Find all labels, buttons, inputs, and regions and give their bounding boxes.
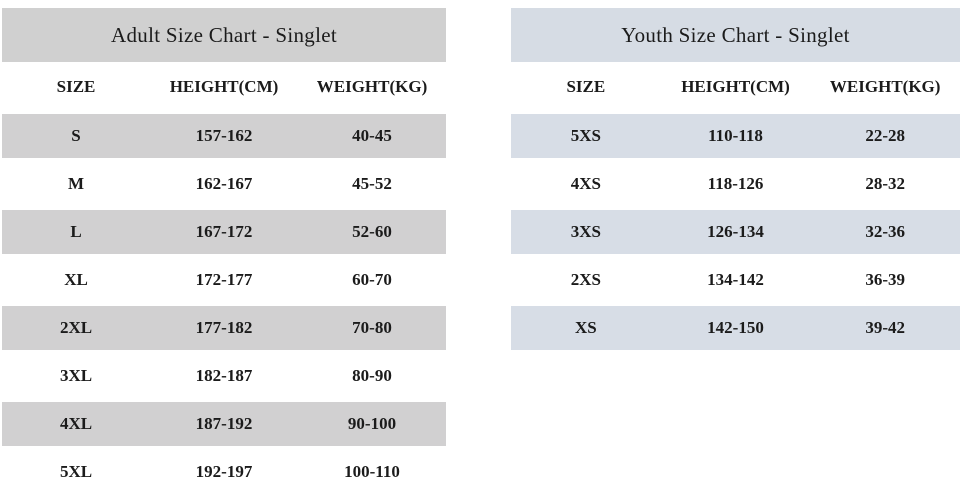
table-cell: 3XL bbox=[59, 366, 93, 385]
table-cell: 22-28 bbox=[865, 126, 906, 145]
table-row: L 167-172 52-60 bbox=[2, 208, 446, 256]
table-cell: 192-197 bbox=[195, 462, 253, 481]
youth-chart-column-header-row: SIZE HEIGHT(CM) WEIGHT(KG) bbox=[511, 62, 960, 112]
table-cell: 100-110 bbox=[344, 462, 400, 481]
table-cell: 118-126 bbox=[707, 174, 764, 193]
youth-size-chart-table: Youth Size Chart - Singlet SIZE HEIGHT(C… bbox=[511, 8, 960, 352]
table-cell: 162-167 bbox=[195, 174, 253, 193]
table-cell: 172-177 bbox=[195, 270, 253, 289]
table-cell: 142-150 bbox=[707, 318, 764, 337]
table-row: 3XL 182-187 80-90 bbox=[2, 352, 446, 400]
table-cell: 2XS bbox=[570, 270, 601, 289]
table-cell: 187-192 bbox=[195, 414, 253, 433]
table-cell: 3XS bbox=[570, 222, 601, 241]
column-header-weight: WEIGHT(KG) bbox=[316, 77, 428, 96]
table-cell: 28-32 bbox=[865, 174, 906, 193]
table-cell: 80-90 bbox=[352, 366, 392, 385]
table-cell: 32-36 bbox=[865, 222, 906, 241]
adult-chart-rows: S 157-162 40-45 M 162-167 45-52 L 167-172 52-60 X… bbox=[2, 112, 446, 496]
table-cell: 134-142 bbox=[707, 270, 764, 289]
table-cell: 126-134 bbox=[707, 222, 764, 241]
column-header-weight: WEIGHT(KG) bbox=[829, 77, 941, 96]
table-cell: 52-60 bbox=[352, 222, 392, 241]
adult-chart-column-header-row: SIZE HEIGHT(CM) WEIGHT(KG) bbox=[2, 62, 446, 112]
table-row: S 157-162 40-45 bbox=[2, 112, 446, 160]
table-row: 2XL 177-182 70-80 bbox=[2, 304, 446, 352]
table-row: XL 172-177 60-70 bbox=[2, 256, 446, 304]
table-cell: 39-42 bbox=[865, 318, 906, 337]
table-row: 5XL 192-197 100-110 bbox=[2, 448, 446, 496]
table-cell: 4XL bbox=[59, 414, 93, 433]
adult-chart-title: Adult Size Chart - Singlet bbox=[2, 8, 446, 62]
table-row: 4XL 187-192 90-100 bbox=[2, 400, 446, 448]
table-cell: M bbox=[67, 174, 85, 193]
table-row: 2XS 134-142 36-39 bbox=[511, 256, 960, 304]
table-cell: 4XS bbox=[570, 174, 601, 193]
table-cell: 182-187 bbox=[195, 366, 253, 385]
table-cell: 157-162 bbox=[195, 126, 253, 145]
table-cell: 2XL bbox=[59, 318, 93, 337]
column-header-height: HEIGHT(CM) bbox=[681, 77, 790, 96]
table-cell: 70-80 bbox=[352, 318, 392, 337]
table-row: 3XS 126-134 32-36 bbox=[511, 208, 960, 256]
table-cell: 110-118 bbox=[708, 126, 763, 145]
table-cell: 45-52 bbox=[352, 174, 392, 193]
table-cell: L bbox=[70, 222, 82, 241]
column-header-size: SIZE bbox=[566, 77, 606, 96]
table-cell: 40-45 bbox=[352, 126, 392, 145]
table-row: 4XS 118-126 28-32 bbox=[511, 160, 960, 208]
table-cell: 167-172 bbox=[195, 222, 253, 241]
table-cell: 177-182 bbox=[195, 318, 253, 337]
table-cell: 90-100 bbox=[347, 414, 397, 433]
table-cell: XL bbox=[64, 270, 88, 289]
table-cell: XS bbox=[574, 318, 597, 337]
youth-chart-rows: 5XS 110-118 22-28 4XS 118-126 28-32 3XS 126-134… bbox=[511, 112, 960, 352]
youth-chart-title: Youth Size Chart - Singlet bbox=[511, 8, 960, 62]
table-row: M 162-167 45-52 bbox=[2, 160, 446, 208]
adult-size-chart-table: Adult Size Chart - Singlet SIZE HEIGHT(C… bbox=[2, 8, 446, 496]
table-row: 5XS 110-118 22-28 bbox=[511, 112, 960, 160]
table-cell: 36-39 bbox=[865, 270, 906, 289]
table-cell: 60-70 bbox=[352, 270, 392, 289]
column-header-height: HEIGHT(CM) bbox=[169, 77, 279, 96]
column-header-size: SIZE bbox=[56, 77, 96, 96]
table-cell: S bbox=[71, 126, 81, 145]
table-row: XS 142-150 39-42 bbox=[511, 304, 960, 352]
table-cell: 5XS bbox=[570, 126, 601, 145]
table-cell: 5XL bbox=[59, 462, 93, 481]
